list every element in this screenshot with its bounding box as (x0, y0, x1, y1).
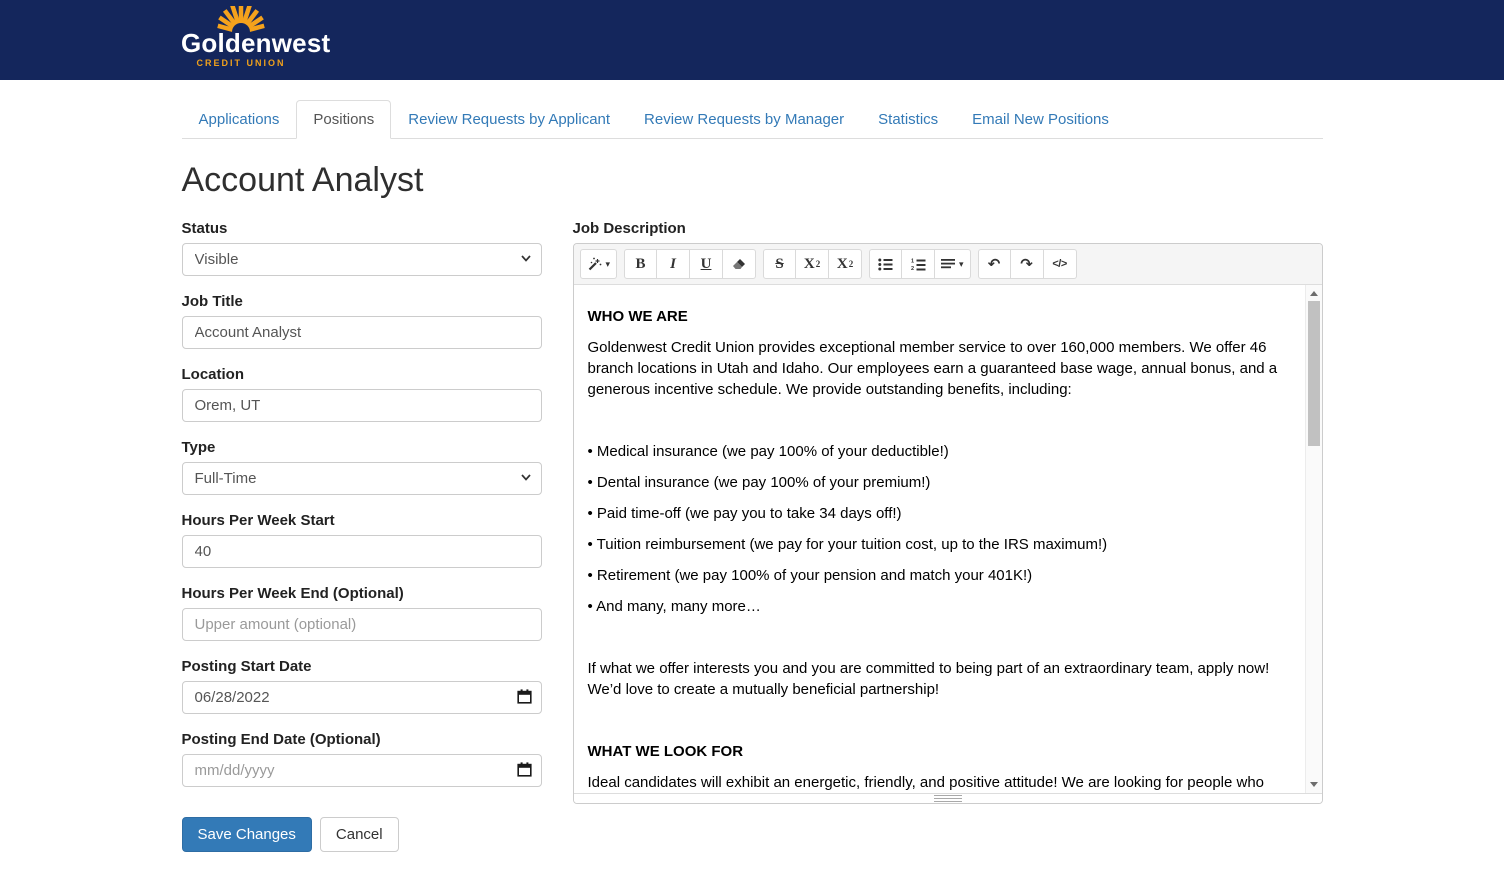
type-select[interactable]: Full-Time (181, 462, 542, 495)
editor-heading: WHAT WE LOOK FOR (587, 743, 744, 760)
editor-paragraph: Goldenwest Credit Union provides excepti… (587, 339, 1278, 398)
editor-bullet: • Dental insurance (we pay 100% of your … (587, 474, 931, 491)
scroll-down-arrow-icon[interactable] (1309, 782, 1318, 787)
paragraph-align-icon[interactable]: ▾ (935, 249, 971, 279)
editor-toolbar: ▾ B I U (573, 244, 1322, 285)
hours-end-input[interactable] (181, 608, 542, 641)
underline-button[interactable]: U (690, 249, 724, 279)
hours-start-label: Hours Per Week Start (181, 512, 335, 529)
nav-tabs: Applications Positions Review Requests b… (181, 100, 1323, 139)
header-bar: Goldenwest CREDIT UNION (0, 0, 1504, 80)
brand-name: Goldenwest (181, 28, 331, 58)
status-select[interactable]: Visible (181, 243, 542, 276)
job-description-editable-area[interactable]: WHO WE ARE Goldenwest Credit Union provi… (574, 285, 1322, 793)
editor-bullet: • And many, many more… (587, 598, 761, 615)
code-view-icon[interactable]: </> (1043, 249, 1077, 279)
posting-start-label: Posting Start Date (181, 658, 312, 675)
editor-heading: WHO WE ARE (587, 308, 688, 325)
sunburst-icon (217, 6, 265, 32)
calendar-icon[interactable] (516, 762, 532, 777)
calendar-icon[interactable] (516, 689, 532, 704)
hours-start-input[interactable] (181, 535, 542, 568)
editor-bullet: • Tuition reimbursement (we pay for your… (587, 536, 1108, 553)
editor-bullet: • Paid time-off (we pay you to take 34 d… (587, 505, 902, 522)
eraser-clear-format-icon[interactable] (723, 249, 757, 279)
tab-email-new-positions[interactable]: Email New Positions (972, 111, 1109, 128)
rich-text-editor: ▾ B I U (572, 243, 1323, 804)
caret-down-icon: ▾ (959, 258, 964, 269)
status-label: Status (181, 220, 228, 237)
type-label: Type (181, 439, 216, 456)
magic-wand-style-dropdown-icon[interactable]: ▾ (579, 249, 618, 279)
tab-review-requests-by-applicant[interactable]: Review Requests by Applicant (408, 111, 611, 128)
tab-review-requests-by-manager[interactable]: Review Requests by Manager (644, 111, 845, 128)
strikethrough-button[interactable]: S (763, 249, 797, 279)
italic-button[interactable]: I (657, 249, 691, 279)
location-input[interactable] (181, 389, 542, 422)
tab-positions[interactable]: Positions (296, 100, 392, 139)
goldenwest-logo: Goldenwest CREDIT UNION (181, 0, 331, 68)
posting-start-date-input[interactable] (181, 681, 542, 714)
redo-icon[interactable]: ↷ (1010, 249, 1044, 279)
editor-blank-line (588, 710, 1292, 731)
job-title-input[interactable] (181, 316, 542, 349)
tab-applications[interactable]: Applications (198, 111, 280, 128)
posting-end-label: Posting End Date (Optional) (181, 731, 381, 748)
svg-text:2: 2 (911, 266, 914, 271)
resize-grip-icon (933, 795, 962, 802)
unordered-list-icon[interactable] (869, 249, 903, 279)
svg-text:1: 1 (911, 258, 914, 264)
job-description-label: Job Description (572, 220, 686, 237)
editor-bullet: • Medical insurance (we pay 100% of your… (587, 443, 949, 460)
undo-icon[interactable]: ↶ (977, 249, 1011, 279)
editor-blank-line (588, 627, 1292, 648)
tab-statistics[interactable]: Statistics (878, 111, 939, 128)
bold-button[interactable]: B (624, 249, 658, 279)
editor-paragraph: Ideal candidates will exhibit an energet… (587, 774, 1265, 791)
hours-end-label: Hours Per Week End (Optional) (181, 585, 404, 602)
cancel-button[interactable]: Cancel (319, 817, 399, 852)
job-title-label: Job Title (181, 293, 243, 310)
position-form: Status Visible Job Title Location (181, 220, 542, 852)
editor-bullet: • Retirement (we pay 100% of your pensio… (587, 567, 1033, 584)
save-changes-button[interactable]: Save Changes (181, 817, 312, 852)
page-title: Account Analyst (181, 161, 424, 199)
editor-scrollbar[interactable] (1304, 285, 1322, 793)
location-label: Location (181, 366, 245, 383)
scrollbar-thumb[interactable] (1307, 301, 1320, 446)
editor-blank-line (588, 410, 1292, 431)
caret-down-icon: ▾ (605, 258, 611, 269)
editor-resize-handle[interactable] (573, 793, 1322, 803)
ordered-list-icon[interactable]: 1 2 (902, 249, 936, 279)
scroll-up-arrow-icon[interactable] (1309, 291, 1318, 296)
posting-end-date-input[interactable] (181, 754, 542, 787)
brand-tagline: CREDIT UNION (196, 58, 286, 68)
editor-paragraph: If what we offer interests you and you a… (587, 660, 1270, 698)
